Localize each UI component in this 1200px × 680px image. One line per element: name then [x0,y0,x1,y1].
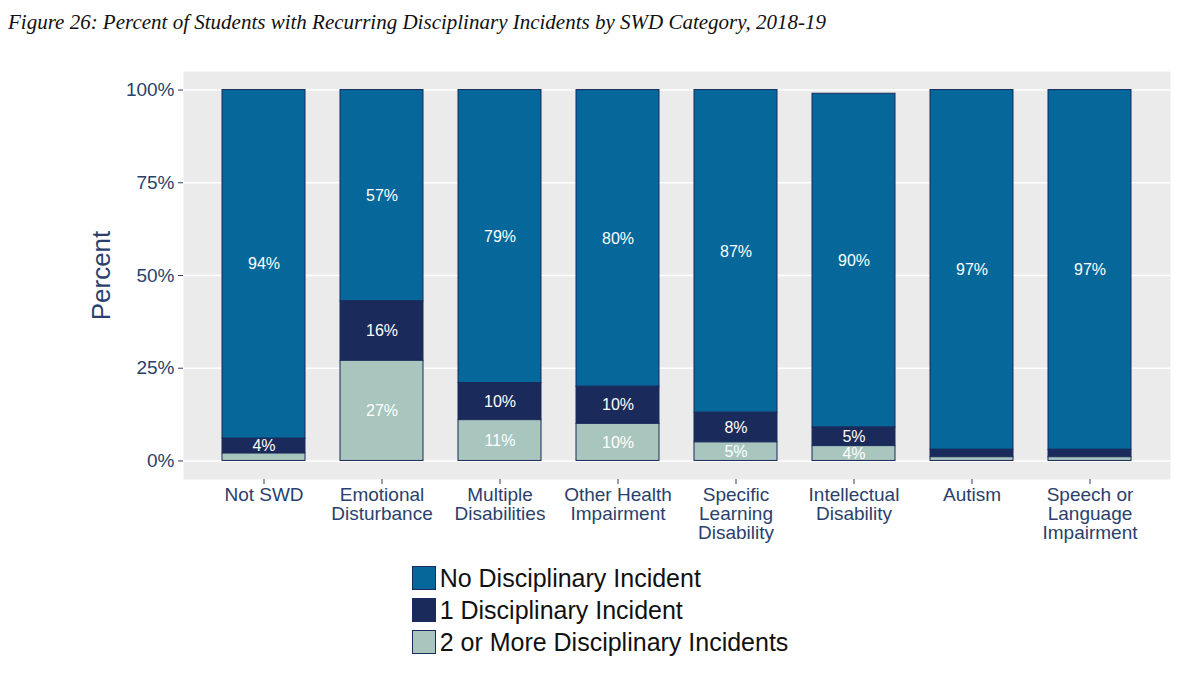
svg-text:11%: 11% [485,432,516,449]
svg-text:Speech orLanguageImpairment: Speech orLanguageImpairment [1042,484,1138,543]
svg-text:Not SWD: Not SWD [224,484,303,505]
svg-text:4%: 4% [842,445,865,462]
svg-text:Other HealthImpairment: Other HealthImpairment [564,484,672,524]
html-text:1 Disciplinary Incident: 1 Disciplinary Incident [439,596,683,624]
html-text:No Disciplinary Incident: No Disciplinary Incident [439,564,701,592]
svg-text:Percent: Percent [86,230,116,320]
svg-text:97%: 97% [1074,261,1106,278]
html-text:2 or More Disciplinary Inciden: 2 or More Disciplinary Incidents [439,628,789,656]
svg-text:90%: 90% [838,252,870,269]
svg-text:27%: 27% [366,402,398,419]
svg-text:5%: 5% [724,443,747,460]
svg-text:IntellectualDisability: IntellectualDisability [809,484,900,524]
svg-text:Autism: Autism [943,484,1001,505]
svg-text:16%: 16% [366,322,398,339]
svg-text:EmotionalDisturbance: EmotionalDisturbance [331,484,432,524]
svg-text:80%: 80% [602,230,634,247]
svg-text:10%: 10% [484,393,516,410]
svg-text:100%: 100% [126,79,175,100]
svg-text:50%: 50% [136,265,174,286]
svg-text:79%: 79% [484,228,516,245]
svg-text:0%: 0% [147,450,175,471]
svg-text:8%: 8% [724,419,747,436]
svg-text:5%: 5% [842,428,865,445]
svg-text:94%: 94% [248,255,280,272]
svg-text:87%: 87% [720,243,752,260]
svg-text:75%: 75% [136,172,174,193]
svg-text:10%: 10% [602,434,634,451]
svg-text:MultipleDisabilities: MultipleDisabilities [455,484,546,524]
svg-text:57%: 57% [366,187,398,204]
svg-text:10%: 10% [602,396,634,413]
html-text:Figure 26: Percent of Students: Figure 26: Percent of Students with Recu… [8,10,826,34]
svg-text:4%: 4% [252,437,275,454]
svg-text:97%: 97% [956,261,988,278]
svg-text:25%: 25% [136,357,174,378]
svg-text:SpecificLearningDisability: SpecificLearningDisability [698,484,775,543]
